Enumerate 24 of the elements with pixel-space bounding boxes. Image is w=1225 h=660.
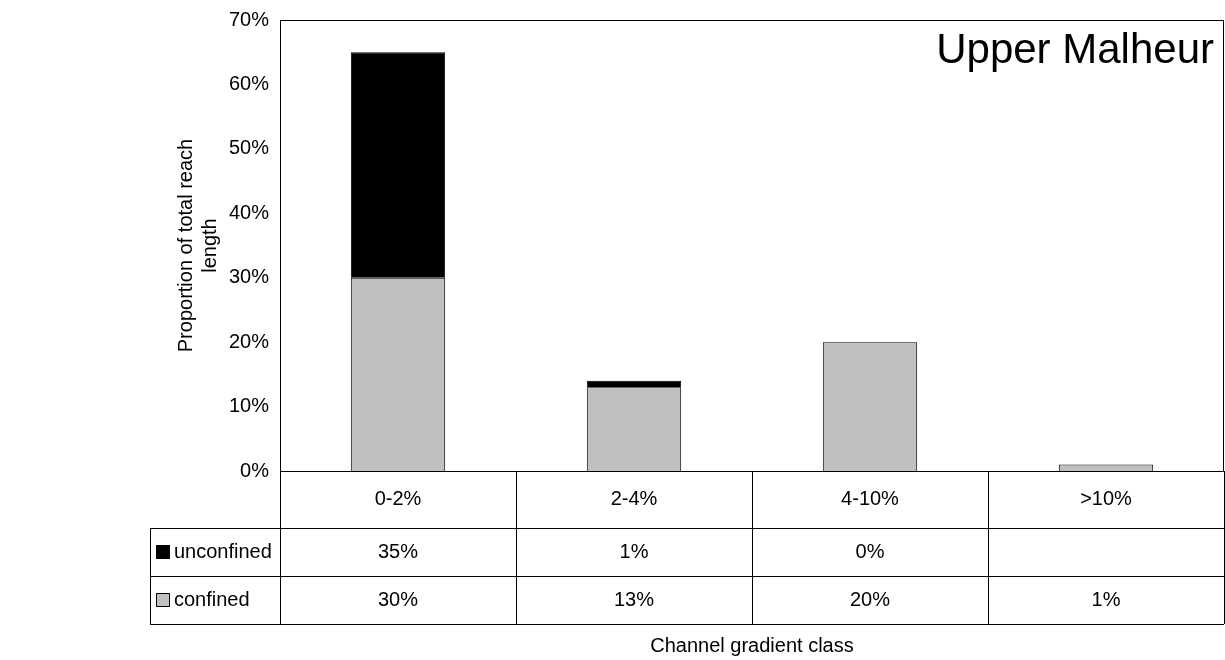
y-tick-label: 60% (228, 71, 270, 94)
data-label: 30% (377, 587, 419, 610)
x-tick-label: 4-10% (841, 487, 900, 510)
data-label: 1% (619, 539, 649, 562)
y-tick-label: 10% (228, 394, 270, 417)
data-label: 35% (377, 539, 419, 562)
legend-label: unconfined (174, 539, 272, 562)
y-tick-label: 70% (228, 7, 270, 30)
y-tick-label: 0% (240, 458, 270, 481)
data-label: 0% (855, 539, 885, 562)
y-tick-label: 20% (228, 329, 270, 352)
data-label: 1% (1091, 587, 1121, 610)
data-label: 13% (613, 587, 655, 610)
x-tick-label: >10% (1080, 487, 1133, 510)
chart-title: Upper Malheur (936, 24, 1214, 72)
x-tick-label: 2-4% (610, 487, 658, 510)
y-tick-label: 40% (228, 200, 270, 223)
x-tick-label: 0-2% (374, 487, 422, 510)
legend-label: confined (174, 587, 250, 610)
y-tick-label: 30% (228, 265, 270, 288)
text: Channel gradient class (650, 633, 854, 656)
y-tick-label: 50% (228, 136, 270, 159)
data-label: 20% (849, 587, 891, 610)
y-axis-title: Proportion of total reach length (173, 138, 220, 353)
